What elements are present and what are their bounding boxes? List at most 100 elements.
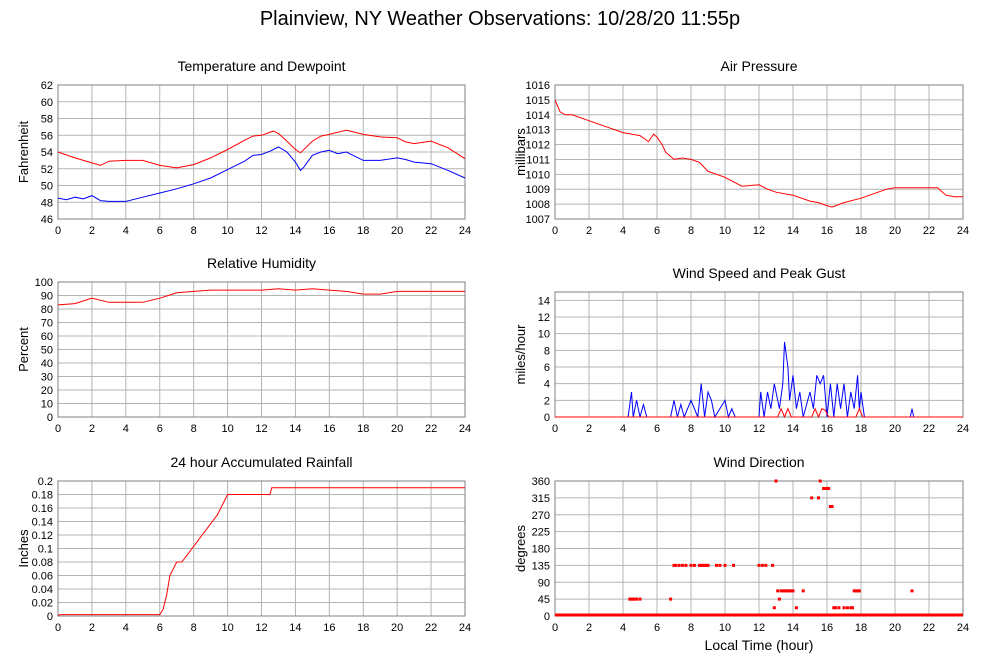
- y-tick-label: 1015: [526, 95, 550, 107]
- data-point: [857, 589, 861, 593]
- x-tick-label: 6: [654, 622, 660, 634]
- data-point: [854, 589, 858, 593]
- x-tick-label: 2: [586, 225, 592, 237]
- y-tick-label: 14: [538, 295, 550, 307]
- data-point: [849, 606, 853, 610]
- y-tick-label: 1016: [526, 80, 550, 92]
- y-tick-label: 12: [538, 312, 550, 324]
- chart-title: Wind Speed and Peak Gust: [673, 265, 846, 281]
- y-tick-label: 40: [41, 358, 53, 370]
- y-tick-label: 2: [544, 395, 550, 407]
- data-point: [757, 563, 761, 567]
- data-point: [772, 606, 776, 610]
- data-point: [827, 487, 831, 490]
- y-tick-label: 0.18: [32, 490, 53, 502]
- data-point: [771, 563, 775, 567]
- data-point: [633, 597, 637, 601]
- x-tick-label: 24: [459, 622, 471, 634]
- y-tick-label: 225: [532, 527, 550, 539]
- x-tick-label: 0: [55, 622, 61, 634]
- data-point: [631, 597, 635, 601]
- y-tick-label: 1009: [526, 184, 550, 196]
- x-tick-label: 8: [191, 622, 197, 634]
- x-tick-label: 4: [123, 423, 129, 435]
- series-line-0: [57, 288, 465, 306]
- y-tick-label: 56: [41, 130, 53, 142]
- data-point: [701, 563, 705, 567]
- data-point: [818, 479, 822, 483]
- y-tick-label: 0: [544, 611, 550, 623]
- x-tick-label: 14: [787, 225, 799, 237]
- y-tick-label: 54: [41, 147, 53, 159]
- x-tick-label: 14: [289, 225, 301, 237]
- data-point: [783, 589, 786, 593]
- y-tick-label: 46: [41, 214, 53, 226]
- x-tick-label: 2: [89, 225, 95, 237]
- data-point: [788, 589, 792, 593]
- x-tick-label: 2: [586, 423, 592, 435]
- x-tick-label: 16: [821, 423, 833, 435]
- series-line-0: [57, 487, 465, 617]
- y-tick-label: 0: [544, 412, 550, 424]
- y-tick-label: 1007: [526, 214, 550, 226]
- data-point: [784, 589, 788, 593]
- y-tick-label: 1012: [526, 140, 550, 152]
- data-point: [822, 487, 826, 490]
- x-tick-label: 18: [855, 622, 867, 634]
- x-tick-label: 12: [255, 423, 267, 435]
- chart-title: Relative Humidity: [207, 255, 316, 271]
- x-tick-label: 8: [688, 225, 694, 237]
- x-tick-label: 22: [923, 423, 935, 435]
- data-point: [828, 505, 832, 508]
- x-tick-label: 4: [123, 622, 129, 634]
- data-point: [851, 606, 854, 610]
- y-tick-label: 0.1: [38, 544, 53, 556]
- data-point: [698, 563, 701, 567]
- series-line-1: [57, 146, 466, 202]
- y-axis-label: Fahrenheit: [16, 121, 31, 184]
- x-tick-label: 8: [191, 225, 197, 237]
- data-point: [732, 563, 735, 567]
- x-tick-label: 4: [620, 622, 626, 634]
- y-tick-label: 0: [47, 611, 53, 623]
- x-tick-label: 16: [821, 622, 833, 634]
- x-tick-label: 16: [323, 225, 335, 237]
- data-point: [845, 606, 849, 610]
- data-point: [832, 606, 836, 610]
- y-tick-label: 80: [41, 304, 53, 316]
- data-point: [774, 479, 778, 483]
- data-point: [825, 487, 829, 490]
- data-point: [834, 606, 837, 610]
- x-tick-label: 12: [753, 423, 765, 435]
- data-point: [823, 487, 827, 490]
- x-tick-label: 22: [425, 423, 437, 435]
- data-point: [638, 597, 642, 601]
- page-title: Plainview, NY Weather Observations: 10/2…: [259, 8, 741, 30]
- data-point: [837, 606, 841, 610]
- data-point: [630, 597, 633, 601]
- y-tick-label: 0.12: [32, 530, 53, 542]
- data-point: [674, 563, 678, 567]
- data-point: [706, 563, 710, 567]
- data-point: [781, 589, 785, 593]
- x-axis-label: Local Time (hour): [705, 637, 814, 653]
- x-tick-label: 12: [255, 225, 267, 237]
- y-tick-label: 20: [41, 385, 53, 397]
- y-tick-label: 8: [544, 345, 550, 357]
- x-tick-label: 6: [157, 622, 163, 634]
- data-point: [842, 606, 846, 610]
- x-tick-label: 0: [552, 225, 558, 237]
- x-tick-label: 18: [357, 423, 369, 435]
- x-tick-label: 12: [753, 225, 765, 237]
- plot-frame: [554, 84, 964, 220]
- dir-chart: Wind Direction degrees Local Time (hour) 0 2…: [513, 454, 969, 653]
- y-tick-label: 1013: [526, 125, 550, 137]
- x-tick-label: 20: [391, 225, 403, 237]
- x-tick-label: 0: [55, 225, 61, 237]
- x-tick-label: 14: [289, 423, 301, 435]
- y-tick-label: 270: [532, 510, 550, 522]
- y-tick-label: 48: [41, 197, 53, 209]
- data-point: [635, 597, 639, 601]
- y-tick-label: 10: [538, 329, 550, 341]
